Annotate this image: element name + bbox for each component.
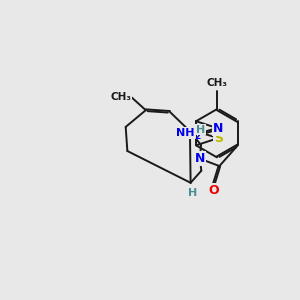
Text: N: N — [213, 122, 224, 135]
Text: H: H — [196, 124, 205, 135]
Text: CH₃: CH₃ — [110, 92, 131, 103]
Text: N: N — [195, 152, 205, 165]
Text: S: S — [214, 132, 223, 145]
Text: NH: NH — [176, 128, 195, 138]
Text: O: O — [208, 184, 219, 197]
Text: CH₃: CH₃ — [206, 78, 227, 88]
Text: 2: 2 — [194, 132, 200, 141]
Text: H: H — [188, 188, 197, 198]
